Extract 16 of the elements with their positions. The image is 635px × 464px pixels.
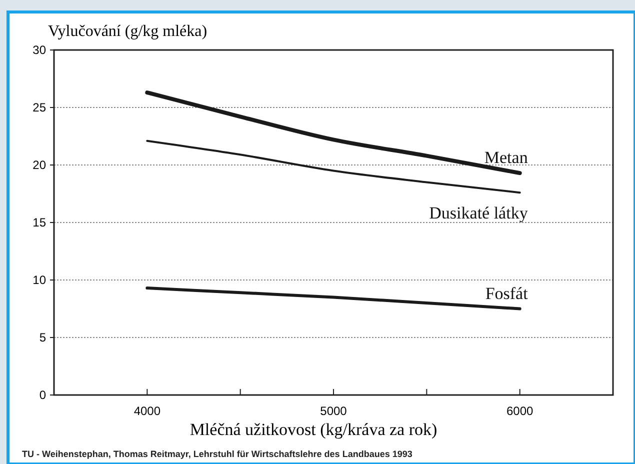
x-axis-title: Mléčná užitkovost (kg/kráva za rok) [190,420,438,439]
y-tick-label: 15 [32,216,46,230]
x-tick-label: 5000 [320,404,348,418]
series-label: Fosfát [485,284,528,303]
x-tick-label: 4000 [134,404,161,418]
y-axis-title: Vylučování (g/kg mléka) [48,23,208,40]
series-label: Metan [484,148,528,168]
y-tick-label: 0 [39,388,46,402]
y-tick-label: 25 [32,100,46,115]
text: TU - Weihenstephan, Thomas Reitmayr, Lehrstuhl für Wirtschaftslehre des Landbaues 1993 [22,449,412,459]
y-tick-label: 30 [32,43,46,58]
y-tick-label: 10 [32,273,46,288]
series-label: Dusikaté látky [429,204,528,223]
x-tick-label: 6000 [506,404,534,418]
y-tick-label: 20 [32,158,46,172]
y-tick-label: 5 [39,330,46,345]
